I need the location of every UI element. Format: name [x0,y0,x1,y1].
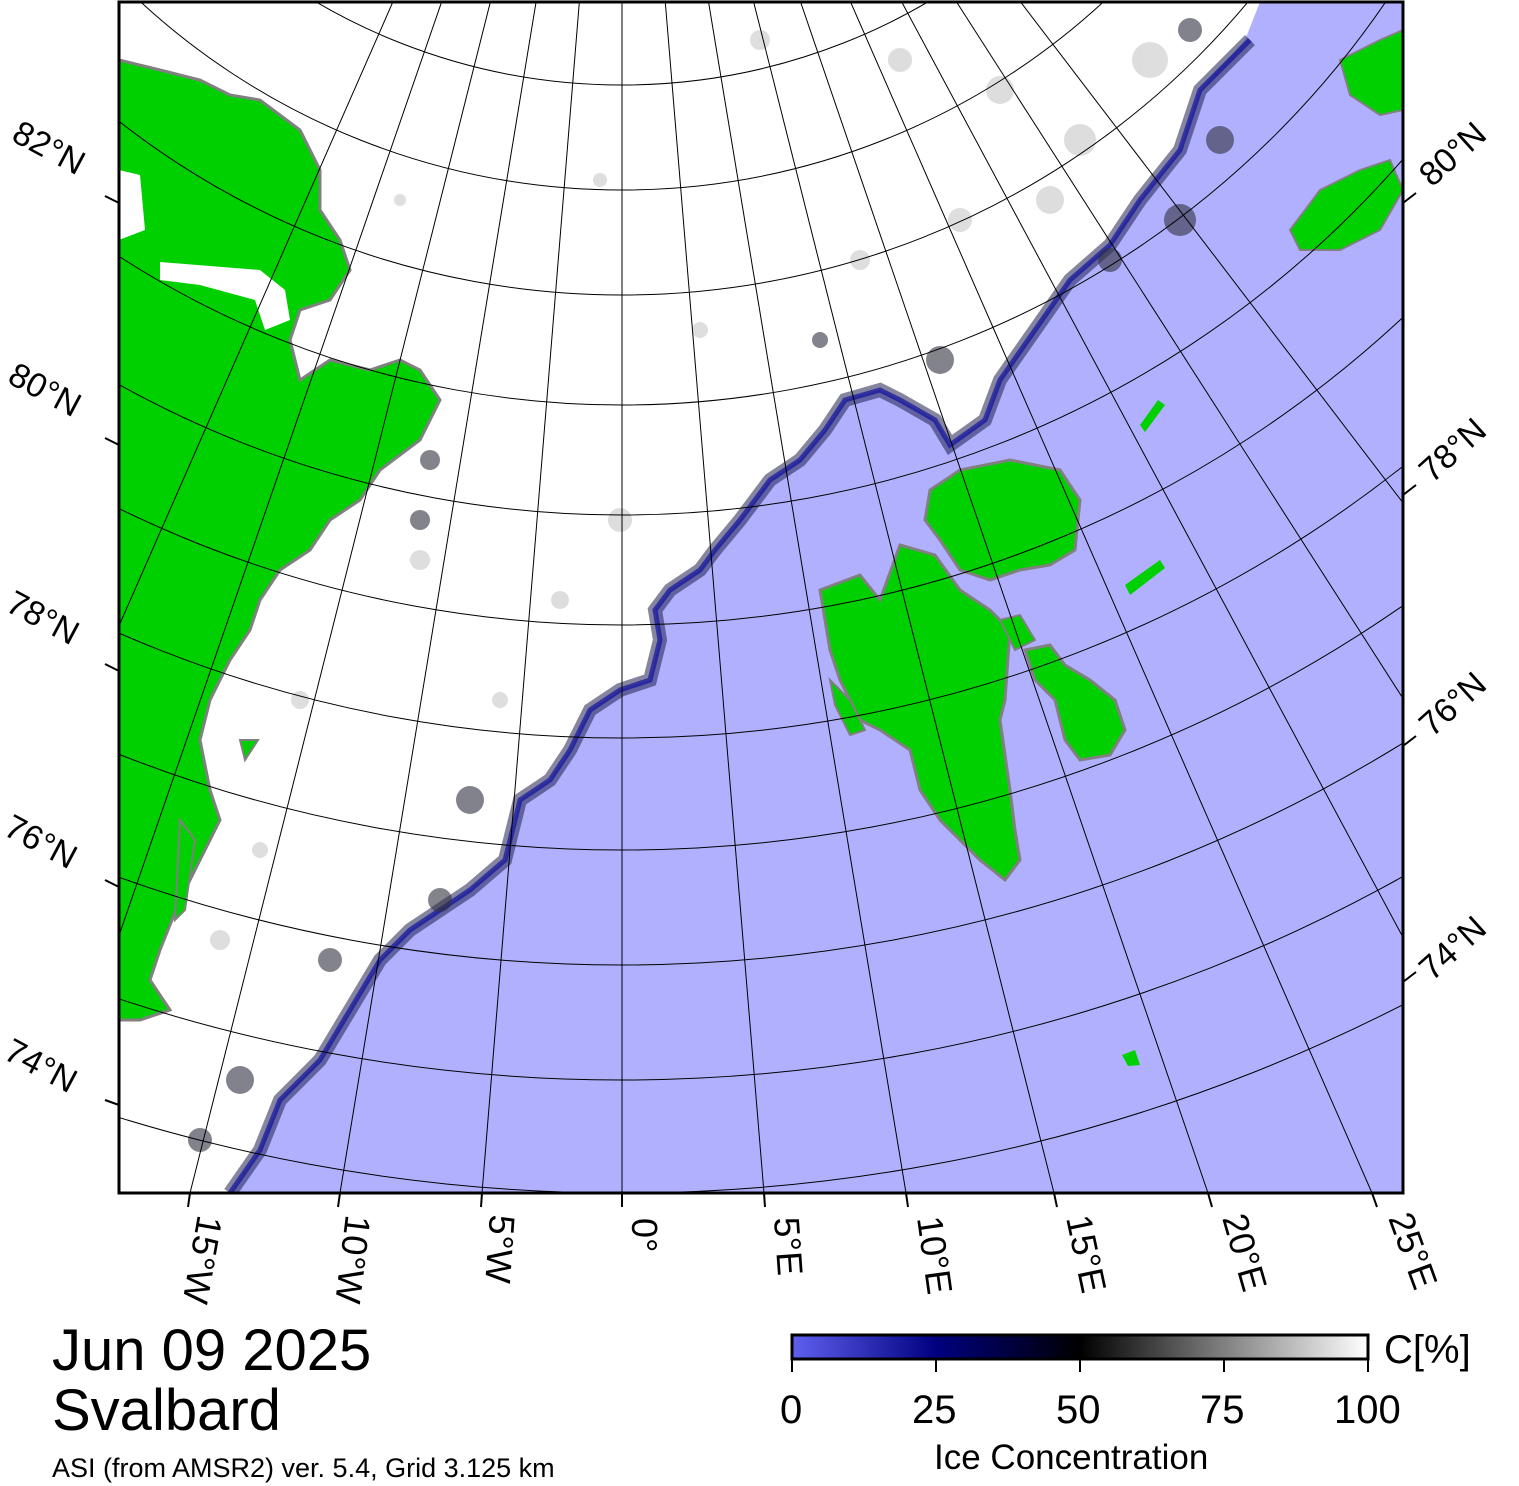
colorbar-tick-label: 50 [1056,1388,1101,1432]
colorbar-tick-label: 75 [1200,1388,1245,1432]
lon-labels: 15°W 10°W 5°W 0° 5°E 10°E 15°E 20°E 25°E [175,1207,1446,1307]
colorbar-title: Ice Concentration [934,1438,1209,1477]
lat-labels-right: 80°N 78°N 76°N 74°N [1412,115,1494,988]
colorbar-tick-label: 100 [1334,1388,1401,1432]
barentsoya-land [998,613,1037,652]
lon-label: 25°E [1380,1207,1445,1295]
colorbar [790,1333,1370,1361]
colorbar-ticks [791,1359,1369,1372]
lat-label-right: 76°N [1412,665,1494,744]
lon-label: 10°E [909,1213,961,1296]
ice-texture [210,30,1168,950]
lat-label-left: 78°N [0,584,85,653]
lat-label-right: 80°N [1412,115,1494,194]
sea-ice-pack [119,2,1260,1193]
ice-dark-patches [188,18,1234,1152]
lat-label-right: 78°N [1412,411,1494,490]
edgeoya-land [1023,643,1127,762]
colorbar-tick-label: 25 [912,1388,957,1432]
colorbar-unit: C[%] [1384,1328,1471,1372]
lat-label-left: 74°N [0,1032,83,1101]
lat-label-right: 74°N [1412,909,1494,988]
lat-labels-left: 82°N 80°N 78°N 76°N 74°N [0,114,91,1101]
nordaustlandet-land [923,458,1082,582]
map-frame-content [119,2,1403,1193]
lat-label-left: 80°N [2,356,87,425]
lat-label-left: 76°N [0,808,83,877]
greenland-island-2 [238,739,260,763]
map-frame [117,0,1405,1195]
colorbar-tick-label: 0 [780,1388,803,1432]
spitsbergen-land [818,543,1022,883]
franz-josef-land-2 [1338,28,1403,117]
ice-edge-blue [227,38,1252,1193]
lon-label: 15°W [175,1213,231,1307]
greenland-fjord [160,262,290,330]
lon-label: 20°E [1214,1209,1275,1296]
map-date: Jun 09 2025 [52,1318,372,1383]
greenland-island [173,817,197,923]
kong-karls-land [1125,560,1165,595]
lon-label: 5°E [766,1216,811,1277]
greenland-fjord-2 [119,170,145,240]
lat-label-left: 82°N [6,114,91,183]
kvitoya-land [1140,400,1165,432]
longitude-lines [119,2,1403,1193]
lon-label: 5°W [477,1213,523,1284]
spitsbergen-prince-karls [828,676,867,737]
lon-label: 10°W [327,1213,378,1306]
data-source: ASI (from AMSR2) ver. 5.4, Grid 3.125 km [52,1453,555,1483]
lon-label: 15°E [1058,1211,1114,1296]
bjornoya-land [1122,1050,1140,1066]
frame-ticks [104,192,1417,1208]
map-region: Svalbard [52,1378,281,1443]
lon-label: 0° [624,1218,665,1252]
